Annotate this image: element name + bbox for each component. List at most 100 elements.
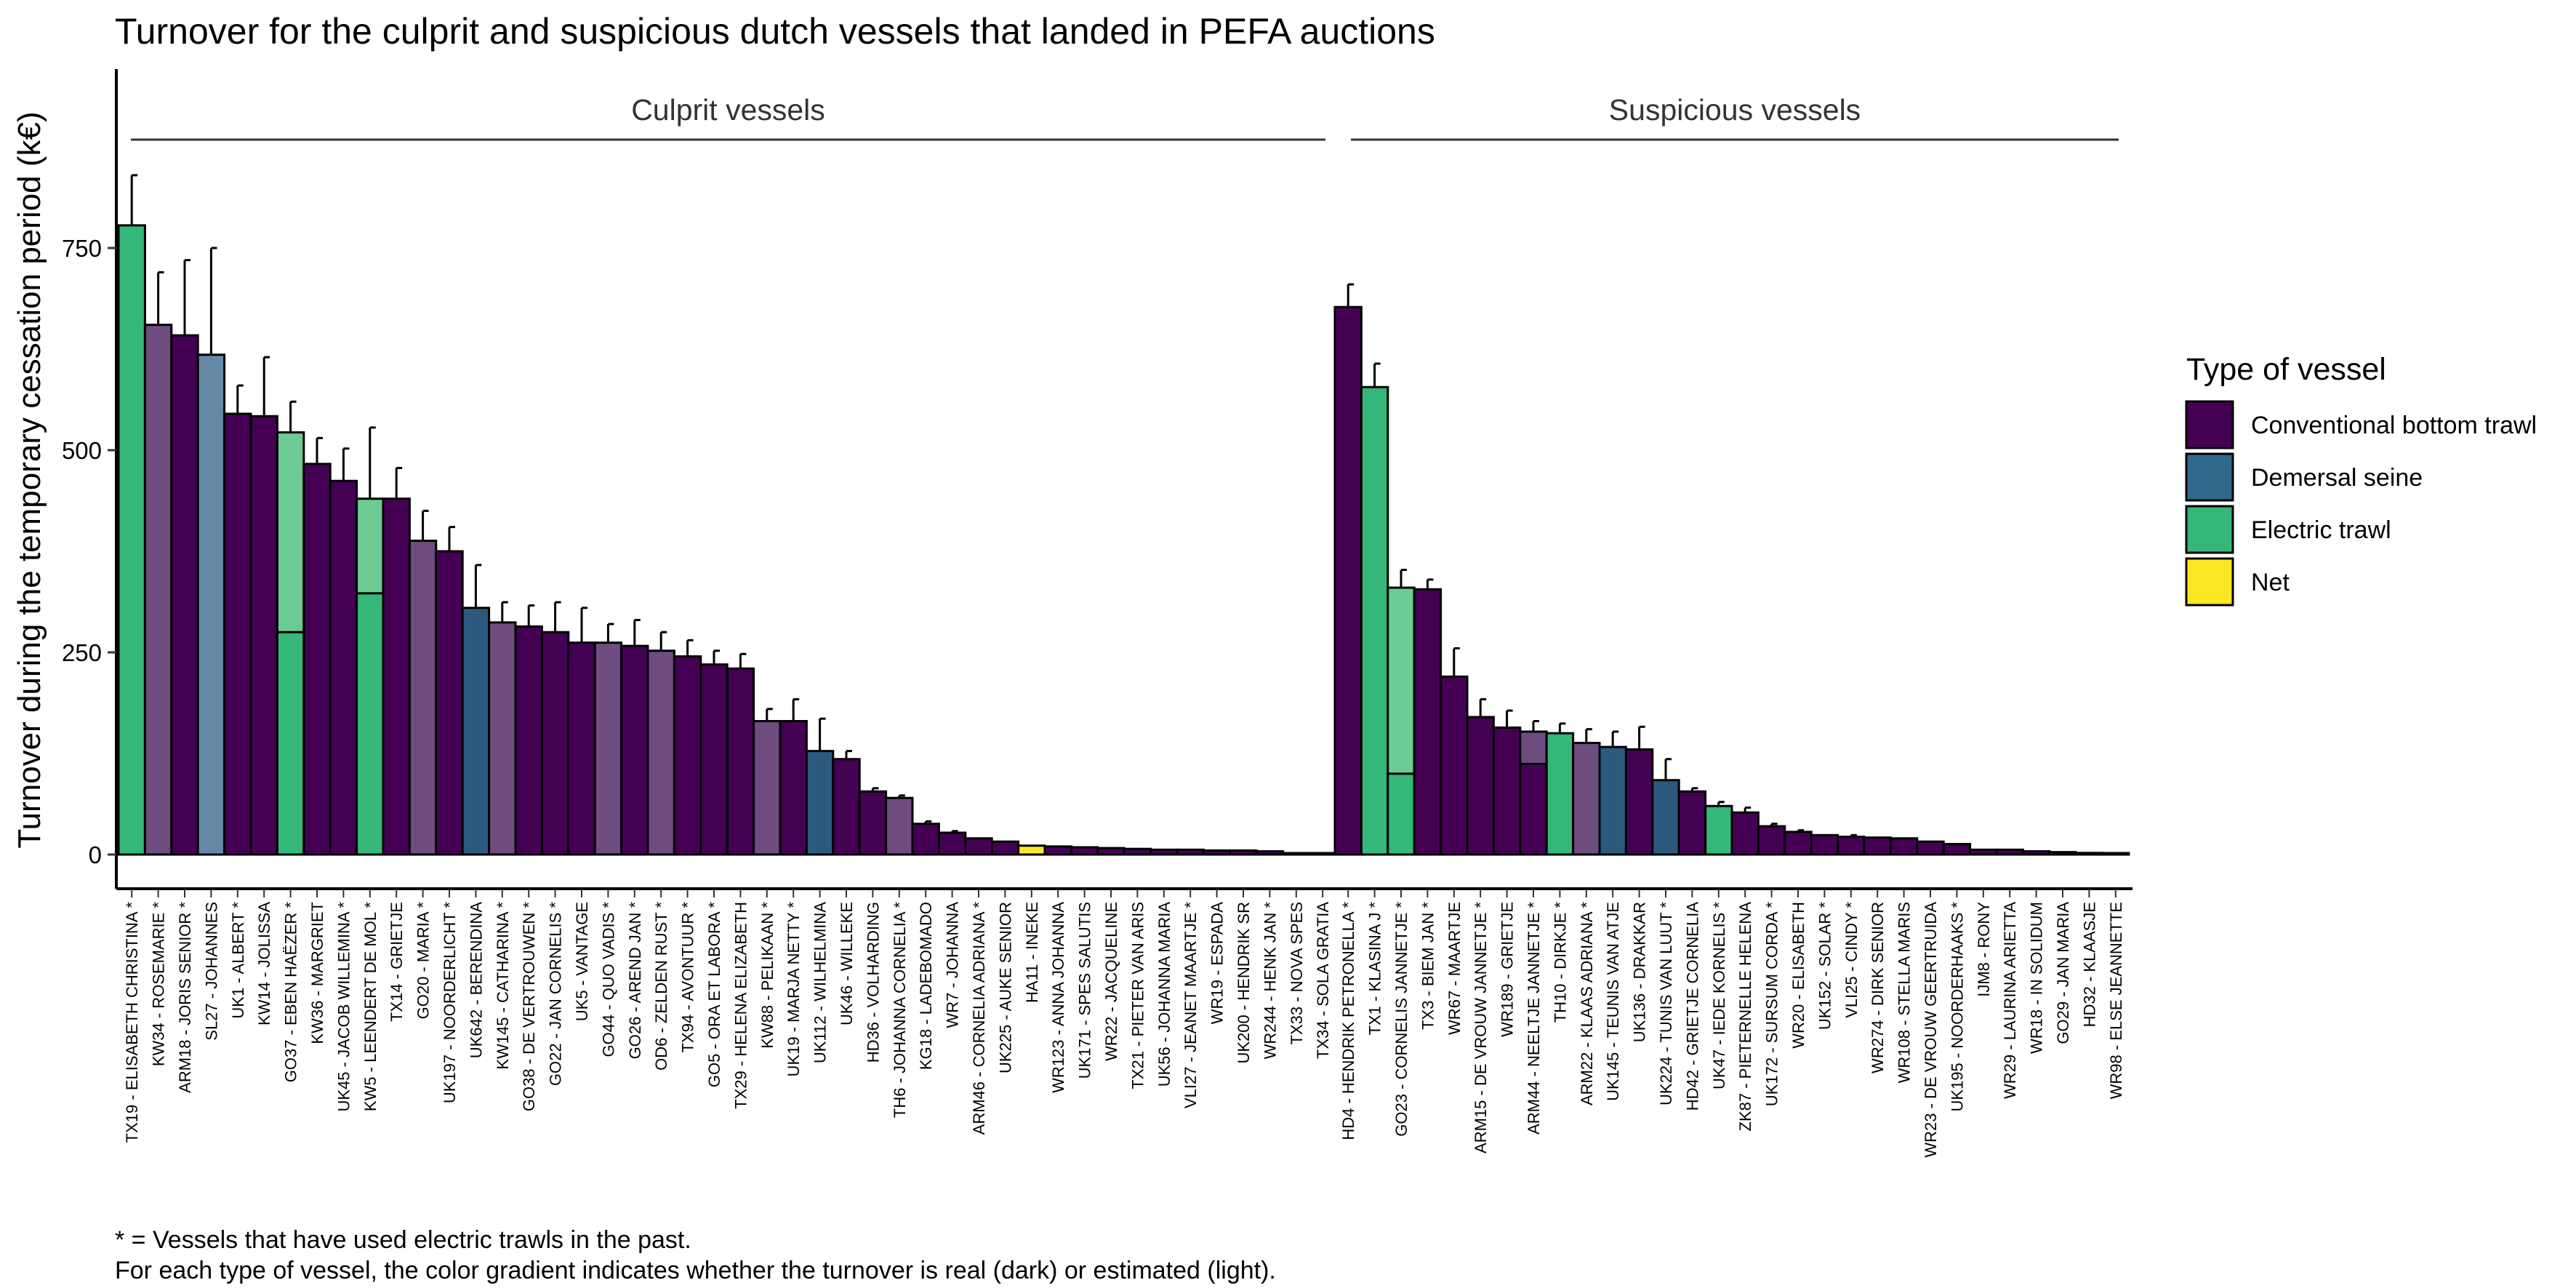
x-tick-label: TX14 - GRIETJE — [388, 902, 406, 1022]
bar — [382, 497, 411, 856]
x-tick-label: WR108 - STELLA MARIS — [1895, 902, 1914, 1083]
x-tick-label: KW145 - CATHARINA * — [494, 902, 512, 1070]
bar — [249, 415, 278, 856]
x-tick-label: GO29 - JAN MARIA — [2054, 902, 2072, 1044]
bar — [1492, 726, 1522, 856]
bar — [1783, 831, 1813, 856]
x-tick-label: UK224 - TUNIS VAN LUUT * — [1657, 902, 1675, 1105]
bar — [1360, 385, 1389, 856]
bar — [1651, 779, 1680, 856]
bar — [1837, 836, 1866, 856]
bar — [1333, 305, 1363, 856]
x-tick-label: HD36 - VOLHARDING — [864, 902, 882, 1063]
bar — [593, 641, 623, 856]
x-tick-label: WR67 - MAARTJE — [1445, 902, 1464, 1035]
legend-label: Electric trawl — [2251, 516, 2391, 544]
bar — [885, 796, 914, 856]
bar — [514, 625, 543, 856]
footnote-2: For each type of vessel, the color gradi… — [115, 1257, 1276, 1284]
chart-title: Turnover for the culprit and suspicious … — [115, 11, 1435, 52]
x-tick-label: TH10 - DIRKJE * — [1551, 902, 1569, 1023]
x-tick-label: UK5 - VANTAGE — [573, 902, 591, 1021]
bar — [1255, 850, 1285, 856]
bar — [1863, 836, 1892, 856]
bar — [1123, 847, 1152, 856]
x-tick-label: TH6 - JOHANNA CORNELIA * — [891, 902, 909, 1119]
bar — [1202, 849, 1232, 856]
panel-strips: Culprit vessels Suspicious vessels — [131, 93, 2119, 141]
bar — [964, 837, 993, 856]
bar — [408, 540, 438, 856]
x-tick-label: HD32 - KLAASJE — [2080, 902, 2098, 1027]
bar — [461, 607, 491, 856]
x-tick-label: ARM22 - KLAAS ADRIANA * — [1578, 902, 1596, 1105]
x-tick-label: TX1 - KLASINA J * — [1366, 902, 1384, 1036]
x-tick-label: UK112 - WILHELMINA — [811, 902, 830, 1063]
bar — [1282, 852, 1311, 856]
bar — [646, 649, 675, 856]
y-tick-label: 500 — [62, 437, 102, 464]
bar — [620, 644, 649, 856]
y-tick-label: 750 — [62, 235, 102, 262]
x-tick-label: KW5 - LEENDERT DE MOL * — [361, 902, 380, 1112]
bar — [567, 641, 596, 856]
bar — [1889, 837, 1919, 856]
x-tick-label: GO44 - QUO VADIS * — [599, 902, 617, 1057]
x-tick-label: IJM8 - RONY — [1975, 902, 1993, 997]
x-tick-label: GO5 - ORA ET LABORA * — [705, 902, 723, 1088]
bar — [488, 621, 517, 856]
legend-label: Demersal seine — [2251, 464, 2423, 492]
legend-swatch — [2185, 557, 2234, 607]
x-tick-label: WR98 - ELSE JEANNETTE — [2107, 902, 2125, 1099]
bar — [726, 667, 755, 856]
x-tick-label: WR7 - JOHANNA — [944, 902, 962, 1028]
panel-label: Culprit vessels — [631, 93, 825, 127]
legend-swatch — [2185, 400, 2234, 449]
bar — [858, 790, 888, 856]
x-tick-label: TX94 - AVONTUUR * — [679, 902, 697, 1053]
bar — [1466, 716, 1495, 856]
bar — [1043, 845, 1072, 856]
x-tick-label: GO38 - DE VERTROUWEN * — [520, 902, 538, 1112]
bar-real-part — [356, 592, 385, 856]
error-bars-layer — [130, 174, 1857, 837]
bar — [1149, 848, 1179, 856]
bar — [673, 655, 702, 856]
x-tick-label: WR19 - ESPADA — [1208, 902, 1227, 1025]
y-ticks: 0 250 500 750 — [62, 235, 116, 868]
x-tick-label: UK145 - TEUNIS VAN ATJE — [1604, 902, 1622, 1101]
x-tick-label: UK197 - NOORDERLICHT * — [441, 902, 459, 1104]
bar — [805, 750, 835, 856]
legend-label: Net — [2251, 569, 2290, 596]
x-tick-label: UK225 - AUKE SENIOR — [996, 902, 1014, 1073]
x-tick-label: TX21 - PIETER VAN ARIS — [1128, 902, 1147, 1089]
bar — [2021, 850, 2051, 856]
bar — [911, 823, 940, 856]
x-tick-label: UK46 - WILLEKE — [838, 902, 856, 1025]
x-tick-label: KG18 - LADEBOMADO — [917, 902, 935, 1070]
x-tick-label: WR22 - JACQUELINE — [1102, 902, 1120, 1061]
bar — [117, 224, 146, 856]
x-tick-label: UK19 - MARJA NETTY * — [785, 902, 803, 1077]
x-tick-label: WR123 - ANNA JOHANNA — [1049, 902, 1067, 1093]
legend-title: Type of vessel — [2186, 352, 2386, 387]
x-tick-label: GO20 - MARIA * — [414, 902, 433, 1020]
bar — [1757, 825, 1786, 856]
bar — [1598, 745, 1627, 856]
x-tick-label: ZK87 - PIETERNELLE HELENA — [1736, 902, 1754, 1132]
x-tick-label: HD4 - HENDRIK PETRONELLA * — [1339, 902, 1357, 1140]
bar — [1572, 742, 1601, 856]
bar — [779, 720, 808, 856]
x-tick-label: UK1 - ALBERT * — [229, 902, 247, 1019]
bar — [699, 663, 729, 856]
x-tick-label: KW14 - JOLISSA — [255, 902, 273, 1025]
bar — [2074, 852, 2104, 856]
x-tick-label: UK152 - SOLAR * — [1815, 902, 1834, 1031]
bar — [937, 831, 967, 856]
bar — [1995, 848, 2024, 856]
bar — [2048, 851, 2077, 856]
bar — [1942, 843, 1972, 856]
bar — [2101, 852, 2130, 856]
bar — [1969, 848, 1998, 856]
legend: Type of vessel Conventional bottom trawl… — [2185, 352, 2537, 607]
